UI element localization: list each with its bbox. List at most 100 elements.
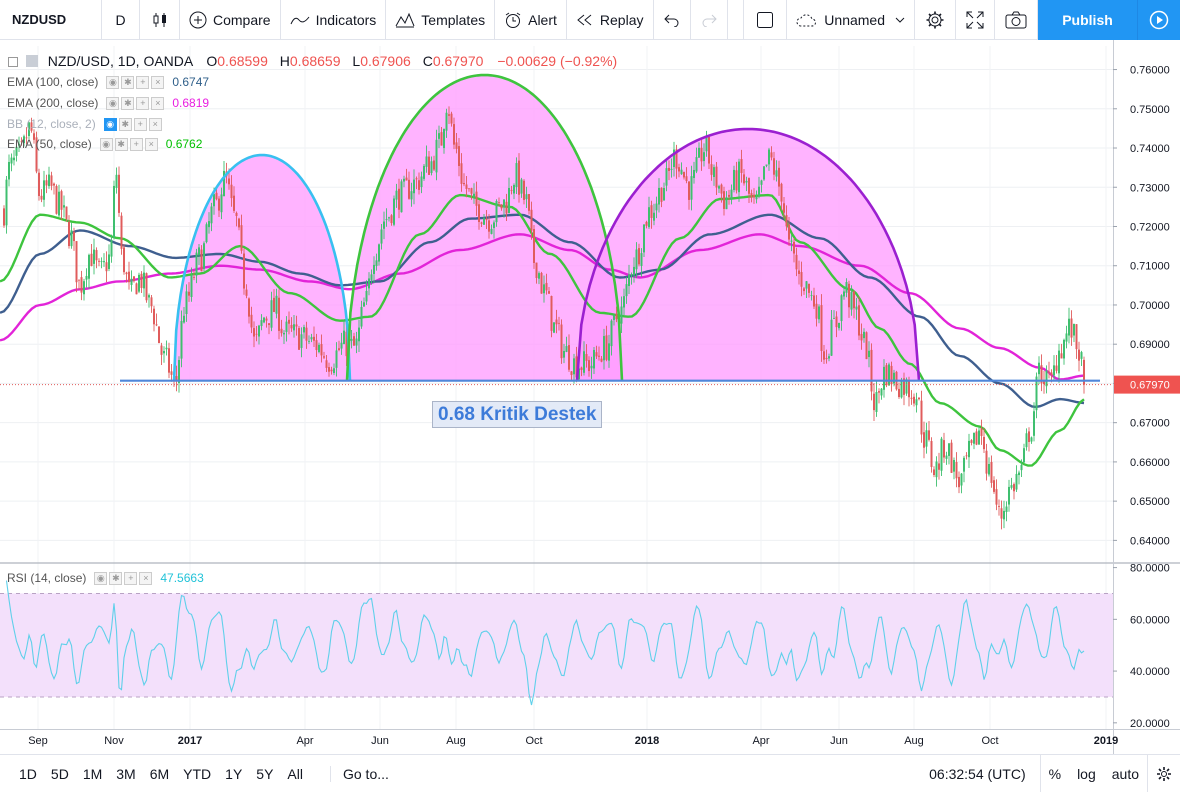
compare-button[interactable]: Compare <box>180 0 281 40</box>
range-1m[interactable]: 1M <box>82 765 103 782</box>
range-3m[interactable]: 3M <box>116 765 136 782</box>
chart-canvas[interactable]: 0.76000 0.75000 0.74000 0.73000 0.72000 0.710… <box>0 40 1180 754</box>
candle-body <box>180 320 183 359</box>
gear-icon[interactable]: ✱ <box>121 96 135 110</box>
auto-toggle[interactable]: auto <box>1111 765 1139 782</box>
time-tick-label: Aug <box>904 735 924 747</box>
study-buttons[interactable]: ◉ ✱ + × <box>106 96 166 110</box>
study-buttons[interactable]: ◉ ✱ + × <box>94 571 154 585</box>
eye-icon[interactable]: ◉ <box>106 75 120 89</box>
replay-button[interactable]: Replay <box>567 0 654 40</box>
candle-body <box>250 314 253 328</box>
eye-icon[interactable]: ◉ <box>94 571 108 585</box>
legend-bb[interactable]: BB (12, close, 2) ◉ ✱ + × <box>7 117 170 131</box>
close-icon[interactable]: × <box>144 137 158 151</box>
undo-button[interactable] <box>654 0 691 40</box>
eye-icon[interactable]: ◉ <box>106 96 120 110</box>
candle-body <box>938 463 940 470</box>
publish-button[interactable]: Publish <box>1038 0 1138 40</box>
play-button[interactable] <box>1138 0 1180 40</box>
candle-body <box>93 249 95 264</box>
study-buttons[interactable]: ◉ ✱ + × <box>103 117 164 131</box>
candle-body <box>598 355 600 357</box>
range-1d[interactable]: 1D <box>19 765 37 782</box>
legend-ema100[interactable]: EMA (100, close) ◉ ✱ + × 0.6747 <box>7 75 209 89</box>
eye-icon[interactable]: ◉ <box>99 137 113 151</box>
close-icon[interactable]: × <box>139 571 153 585</box>
study-buttons[interactable]: ◉ ✱ + × <box>106 75 166 89</box>
percent-toggle[interactable]: % <box>1039 754 1069 792</box>
plus-icon[interactable]: + <box>133 117 147 131</box>
gear-icon[interactable]: ✱ <box>121 75 135 89</box>
candle-body <box>738 161 740 193</box>
range-5d[interactable]: 5D <box>50 765 69 782</box>
settings-button[interactable] <box>915 0 956 40</box>
candle-body <box>700 147 703 162</box>
range-all[interactable]: All <box>287 765 303 782</box>
plus-icon[interactable]: + <box>124 571 138 585</box>
candle-body <box>193 276 195 278</box>
plus-icon[interactable]: + <box>129 137 143 151</box>
candle-body <box>358 327 360 342</box>
plus-icon[interactable]: + <box>136 96 150 110</box>
gear-icon[interactable]: ✱ <box>114 137 128 151</box>
candle-body <box>213 194 215 207</box>
gear-icon[interactable]: ✱ <box>109 571 123 585</box>
candle-body <box>328 367 330 372</box>
candle-body <box>635 249 638 270</box>
alert-button[interactable]: Alert <box>495 0 567 40</box>
candle-body <box>283 332 285 335</box>
candle-body <box>968 440 970 458</box>
plus-icon[interactable]: + <box>136 75 150 89</box>
interval-button[interactable]: D <box>102 0 140 40</box>
candle-body <box>170 371 173 375</box>
alert-label: Alert <box>528 11 557 28</box>
study-buttons[interactable]: ◉ ✱ + × <box>99 137 160 151</box>
eye-off-icon[interactable]: ◉ <box>103 117 117 131</box>
candle-body <box>873 393 875 411</box>
candle-body <box>240 225 243 251</box>
candle-body <box>380 229 383 244</box>
price-tag-bg <box>1114 375 1180 394</box>
legend-ema200[interactable]: EMA (200, close) ◉ ✱ + × 0.6819 <box>7 96 209 110</box>
legend-ema50[interactable]: EMA (50, close) ◉ ✱ + × 0.6762 <box>7 137 202 151</box>
price-tick-label: 0.69000 <box>1130 339 1170 351</box>
chart-style-button[interactable] <box>140 0 180 40</box>
candle-body <box>500 204 503 209</box>
gear-icon[interactable]: ✱ <box>118 117 132 131</box>
candle-body <box>340 342 343 349</box>
layout-name-button[interactable]: Unnamed <box>787 0 915 40</box>
candle-body <box>950 442 953 473</box>
candle-body <box>830 319 833 356</box>
candle-body <box>685 176 688 181</box>
indicators-button[interactable]: Indicators <box>281 0 387 40</box>
templates-button[interactable]: Templates <box>386 0 496 40</box>
goto-button[interactable]: Go to... <box>329 765 389 782</box>
range-6m[interactable]: 6M <box>149 765 170 782</box>
close-icon[interactable]: × <box>148 117 162 131</box>
redo-icon <box>702 14 717 27</box>
range-ytd[interactable]: YTD <box>183 765 212 782</box>
candle-body <box>220 194 223 213</box>
expand-button[interactable] <box>956 0 995 40</box>
candle-body <box>58 191 60 216</box>
candle-body <box>458 146 460 166</box>
collapse-icon[interactable] <box>8 57 18 67</box>
candle-body <box>1008 486 1010 505</box>
candle-body <box>975 431 978 445</box>
fullscreen-toggle-button[interactable] <box>744 0 788 40</box>
range-5y[interactable]: 5Y <box>256 765 274 782</box>
redo-button[interactable] <box>691 0 728 40</box>
legend-rsi[interactable]: RSI (14, close) ◉ ✱ + × 47.5663 <box>7 571 204 585</box>
pattern-fills <box>174 75 919 381</box>
close-icon[interactable]: × <box>151 96 165 110</box>
clock[interactable]: 06:32:54 (UTC) <box>929 765 1026 782</box>
close-icon[interactable]: × <box>151 75 165 89</box>
snapshot-button[interactable] <box>995 0 1038 40</box>
symbol-search[interactable]: NZDUSD <box>0 0 102 40</box>
log-toggle[interactable]: log <box>1077 765 1096 782</box>
scale-settings-button[interactable] <box>1147 754 1180 792</box>
range-1y[interactable]: 1Y <box>225 765 243 782</box>
support-annotation[interactable]: 0.68 Kritik Destek <box>432 401 603 428</box>
